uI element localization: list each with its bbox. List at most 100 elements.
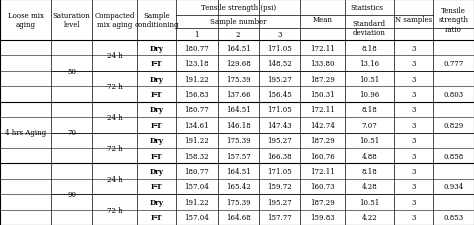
Text: 180.77: 180.77 <box>184 45 209 52</box>
Text: 0.829: 0.829 <box>443 121 464 129</box>
Text: 0.934: 0.934 <box>443 183 464 191</box>
Text: 24 h: 24 h <box>107 52 123 60</box>
Text: Dry: Dry <box>150 75 164 83</box>
Text: 70: 70 <box>67 129 76 137</box>
Text: 10.51: 10.51 <box>359 75 380 83</box>
Text: 8.18: 8.18 <box>362 45 377 52</box>
Text: 10.51: 10.51 <box>359 198 380 206</box>
Text: 187.29: 187.29 <box>310 198 335 206</box>
Text: 4.28: 4.28 <box>362 183 377 191</box>
Text: 175.39: 175.39 <box>226 75 250 83</box>
Text: 172.11: 172.11 <box>310 167 335 175</box>
Text: 3: 3 <box>411 90 415 99</box>
Text: 157.77: 157.77 <box>267 213 292 221</box>
Text: 171.05: 171.05 <box>267 45 292 52</box>
Text: Sample number: Sample number <box>210 18 266 26</box>
Text: 10.51: 10.51 <box>359 137 380 145</box>
Text: 175.39: 175.39 <box>226 137 250 145</box>
Text: 195.27: 195.27 <box>267 137 292 145</box>
Text: F-T: F-T <box>151 213 163 221</box>
Text: 150.31: 150.31 <box>310 90 335 99</box>
Text: 166.38: 166.38 <box>267 152 292 160</box>
Text: 3: 3 <box>411 75 415 83</box>
Text: 164.68: 164.68 <box>226 213 250 221</box>
Text: 191.22: 191.22 <box>184 75 209 83</box>
Text: 13.16: 13.16 <box>359 60 380 68</box>
Text: 195.27: 195.27 <box>267 198 292 206</box>
Text: 187.29: 187.29 <box>310 75 335 83</box>
Text: 171.05: 171.05 <box>267 167 292 175</box>
Text: 72 h: 72 h <box>107 144 123 152</box>
Text: F-T: F-T <box>151 90 163 99</box>
Text: 172.11: 172.11 <box>310 45 335 52</box>
Text: 72 h: 72 h <box>107 83 123 91</box>
Text: 8.18: 8.18 <box>362 167 377 175</box>
Text: 90: 90 <box>67 190 76 198</box>
Text: 24 h: 24 h <box>107 114 123 122</box>
Text: 157.04: 157.04 <box>184 213 209 221</box>
Text: 164.51: 164.51 <box>226 106 250 114</box>
Text: 3: 3 <box>411 121 415 129</box>
Text: 156.83: 156.83 <box>184 90 209 99</box>
Text: F-T: F-T <box>151 121 163 129</box>
Text: 187.29: 187.29 <box>310 137 335 145</box>
Text: 3: 3 <box>411 45 415 52</box>
Text: Statistics: Statistics <box>350 4 383 12</box>
Text: 157.57: 157.57 <box>226 152 250 160</box>
Text: Dry: Dry <box>150 167 164 175</box>
Text: 159.72: 159.72 <box>267 183 292 191</box>
Text: 164.51: 164.51 <box>226 167 250 175</box>
Text: F-T: F-T <box>151 60 163 68</box>
Text: 147.43: 147.43 <box>267 121 292 129</box>
Text: 171.05: 171.05 <box>267 106 292 114</box>
Text: 3: 3 <box>411 167 415 175</box>
Text: 3: 3 <box>411 213 415 221</box>
Text: 3: 3 <box>411 106 415 114</box>
Text: 8.18: 8.18 <box>362 106 377 114</box>
Text: 0.858: 0.858 <box>443 152 464 160</box>
Text: 7.07: 7.07 <box>362 121 377 129</box>
Text: 142.74: 142.74 <box>310 121 335 129</box>
Text: 72 h: 72 h <box>107 206 123 214</box>
Text: 3: 3 <box>411 60 415 68</box>
Text: Dry: Dry <box>150 106 164 114</box>
Text: 0.803: 0.803 <box>443 90 464 99</box>
Text: 3: 3 <box>411 152 415 160</box>
Text: N samples: N samples <box>395 16 432 24</box>
Text: 134.61: 134.61 <box>184 121 209 129</box>
Text: 180.77: 180.77 <box>184 106 209 114</box>
Text: 3: 3 <box>411 198 415 206</box>
Text: Dry: Dry <box>150 137 164 145</box>
Text: 175.39: 175.39 <box>226 198 250 206</box>
Text: 157.04: 157.04 <box>184 183 209 191</box>
Text: Loose mix
aging: Loose mix aging <box>8 12 44 29</box>
Text: 4.22: 4.22 <box>362 213 377 221</box>
Text: 3: 3 <box>411 137 415 145</box>
Text: 160.76: 160.76 <box>310 152 335 160</box>
Text: F-T: F-T <box>151 183 163 191</box>
Text: 180.77: 180.77 <box>184 167 209 175</box>
Text: Tensile strength (psi): Tensile strength (psi) <box>201 4 276 12</box>
Text: 137.66: 137.66 <box>226 90 250 99</box>
Text: 4.88: 4.88 <box>362 152 377 160</box>
Text: 195.27: 195.27 <box>267 75 292 83</box>
Text: 123.18: 123.18 <box>184 60 209 68</box>
Text: Dry: Dry <box>150 45 164 52</box>
Text: 129.68: 129.68 <box>226 60 250 68</box>
Text: 0.777: 0.777 <box>443 60 464 68</box>
Text: Standard
deviation: Standard deviation <box>353 20 386 37</box>
Text: 50: 50 <box>67 68 76 76</box>
Text: 164.51: 164.51 <box>226 45 250 52</box>
Text: 3: 3 <box>277 31 282 39</box>
Text: 1: 1 <box>195 31 199 39</box>
Text: 172.11: 172.11 <box>310 106 335 114</box>
Text: Tensile
strength
ratio: Tensile strength ratio <box>438 7 468 34</box>
Text: Sample
conditioning: Sample conditioning <box>135 12 179 29</box>
Text: 0.853: 0.853 <box>443 213 464 221</box>
Text: 146.18: 146.18 <box>226 121 250 129</box>
Text: 165.42: 165.42 <box>226 183 250 191</box>
Text: 24 h: 24 h <box>107 175 123 183</box>
Text: 2: 2 <box>236 31 240 39</box>
Text: 160.73: 160.73 <box>310 183 335 191</box>
Text: F-T: F-T <box>151 152 163 160</box>
